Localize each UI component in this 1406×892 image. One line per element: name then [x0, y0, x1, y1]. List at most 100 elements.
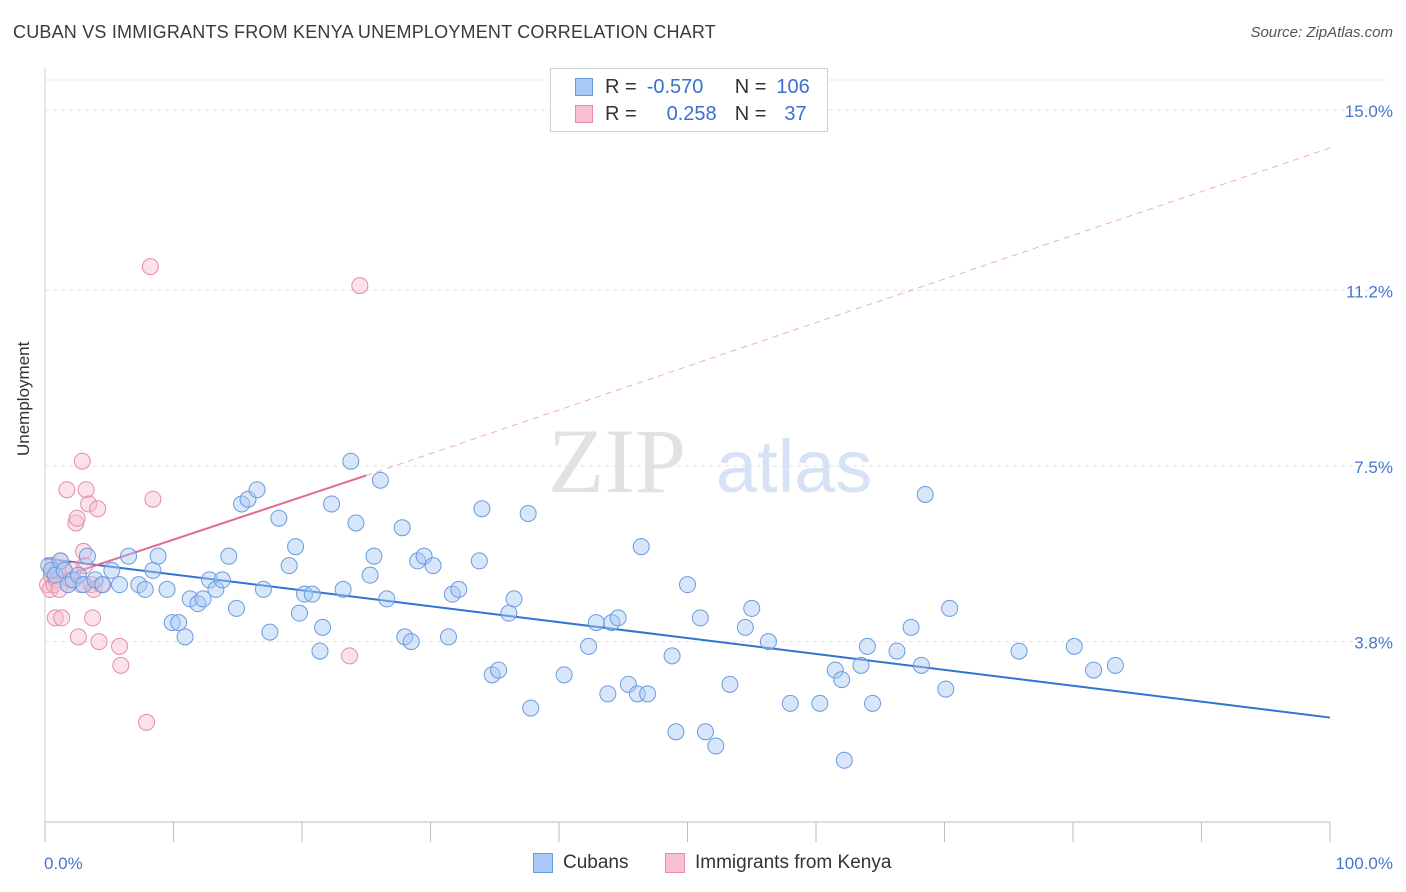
cuban-point	[1065, 637, 1083, 655]
cuban-point	[415, 547, 433, 565]
cuban-point	[470, 552, 488, 570]
cuban-point	[696, 723, 714, 741]
tick-labels: 3.8% 7.5% 11.2% 15.0% 0.0% 100.0%	[44, 102, 1393, 873]
cuban-point	[311, 642, 329, 660]
kenya-point	[69, 628, 87, 646]
y-tick-label: 7.5%	[1354, 458, 1393, 477]
watermark: ZIP atlas	[548, 410, 872, 512]
cuban-point	[361, 566, 379, 584]
cuban-point	[1010, 642, 1028, 660]
legend-n-label: N =	[734, 102, 767, 125]
kenya-point	[351, 277, 369, 295]
cuban-point	[522, 699, 540, 717]
cuban-point	[811, 694, 829, 712]
cuban-point	[365, 547, 383, 565]
legend-swatch-cubans	[575, 78, 593, 96]
cuban-point	[450, 580, 468, 598]
cuban-point	[833, 671, 851, 689]
cuban-point	[402, 633, 420, 651]
kenya-point	[50, 580, 68, 598]
legend-swatch-kenya	[575, 105, 593, 123]
kenya-point	[112, 656, 130, 674]
source-credit: Source: ZipAtlas.com	[1250, 24, 1393, 41]
legend-r-label: R =	[605, 102, 637, 125]
series-label-cubans: Cubans	[563, 852, 629, 873]
kenya-point	[53, 609, 71, 627]
kenya-point	[144, 490, 162, 508]
kenya-point	[76, 557, 94, 575]
cuban-point	[103, 561, 121, 579]
legend-n-label: N =	[734, 75, 767, 98]
cuban-point	[639, 685, 657, 703]
cuban-point	[227, 599, 245, 617]
cuban-point	[632, 538, 650, 556]
cuban-point	[609, 609, 627, 627]
cuban-point	[136, 580, 154, 598]
cuban-point	[439, 628, 457, 646]
cuban-point	[239, 490, 257, 508]
cuban-point	[852, 656, 870, 674]
cuban-point	[120, 547, 138, 565]
chart-title: CUBAN VS IMMIGRANTS FROM KENYA UNEMPLOYM…	[13, 22, 716, 42]
cuban-point	[94, 576, 112, 594]
kenya-point	[58, 481, 76, 499]
cuban-point	[280, 557, 298, 575]
cubans-trend-line	[44, 557, 1331, 719]
cuban-point	[378, 590, 396, 608]
cuban-point	[200, 571, 218, 589]
watermark-atlas: atlas	[716, 425, 872, 508]
cuban-point	[835, 751, 853, 769]
cuban-point	[189, 595, 207, 613]
y-tick-label: 11.2%	[1346, 282, 1393, 301]
cuban-point	[916, 485, 934, 503]
cuban-point	[691, 609, 709, 627]
legend-n-value-cubans: 106	[776, 75, 810, 98]
y-axis-label: Unemployment	[14, 341, 33, 456]
kenya-point	[84, 609, 102, 627]
cuban-point	[555, 666, 573, 684]
legend-r-value-kenya: 0.258	[666, 102, 717, 125]
kenya-point	[89, 500, 107, 518]
kenya-point	[80, 495, 98, 513]
cuban-point	[323, 495, 341, 513]
kenya-point	[111, 637, 129, 655]
cuban-point	[628, 685, 646, 703]
cuban-point	[158, 580, 176, 598]
watermark-zip: ZIP	[548, 410, 686, 512]
legend-row-kenya: R = 0.258 N = 37	[575, 102, 807, 126]
cuban-point	[941, 599, 959, 617]
kenya-point	[73, 452, 91, 470]
legend-r-value-cubans: -0.570	[646, 75, 704, 98]
kenya-point	[46, 609, 64, 627]
cuban-point	[248, 481, 266, 499]
y-tick-label: 15.0%	[1345, 102, 1393, 121]
kenya-point	[77, 481, 95, 499]
cuban-point	[163, 614, 181, 632]
cuban-point	[254, 580, 272, 598]
kenya-point	[138, 713, 156, 731]
cuban-point	[213, 571, 231, 589]
cuban-point	[912, 656, 930, 674]
correlation-legend: R = -0.570 N = 106 R = 0.258 N = 37	[550, 68, 828, 132]
cuban-point	[424, 557, 442, 575]
cuban-point	[287, 538, 305, 556]
cuban-point	[864, 694, 882, 712]
cuban-point	[220, 547, 238, 565]
cuban-point	[519, 504, 537, 522]
cuban-point	[743, 599, 761, 617]
cuban-point	[347, 514, 365, 532]
cuban-point	[663, 647, 681, 665]
cuban-point	[207, 580, 225, 598]
series-label-kenya: Immigrants from Kenya	[695, 852, 892, 873]
kenya-trend-line	[44, 474, 367, 584]
cuban-points	[40, 452, 1124, 769]
cuban-point	[51, 552, 69, 570]
cuban-point	[170, 614, 188, 632]
legend-row-cubans: R = -0.570 N = 106	[575, 75, 810, 99]
cuban-point	[721, 675, 739, 693]
kenya-point	[49, 561, 67, 579]
kenya-trend-line-extended	[366, 147, 1331, 476]
cuban-point	[599, 685, 617, 703]
cuban-point	[505, 590, 523, 608]
legend-n-value-kenya: 37	[784, 102, 807, 125]
